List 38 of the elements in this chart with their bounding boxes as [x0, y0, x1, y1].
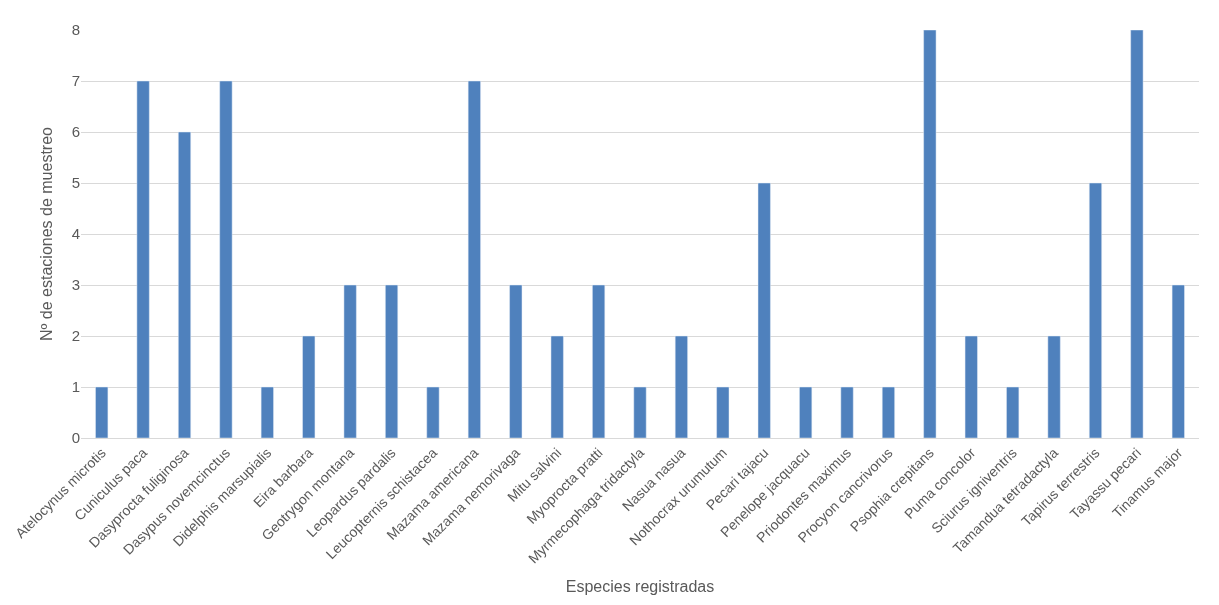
- x-axis-title: Especies registradas: [565, 578, 715, 596]
- bar: [178, 131, 191, 438]
- bar: [385, 284, 399, 438]
- y-tick-label: 2: [71, 327, 80, 345]
- bar: [674, 335, 688, 438]
- bar: [343, 284, 357, 438]
- bar: [757, 182, 771, 438]
- y-tick-label: 4: [71, 225, 80, 243]
- y-axis-title: Nº de estaciones de muestreo: [37, 126, 55, 341]
- bar: [840, 386, 854, 438]
- bar: [964, 335, 978, 438]
- y-tick-label: 7: [71, 72, 80, 90]
- bar: [716, 386, 730, 438]
- bar: [219, 80, 233, 438]
- bar: [1130, 30, 1144, 438]
- bar: [136, 80, 150, 438]
- bar: [923, 30, 937, 438]
- bar: [1089, 182, 1102, 438]
- bar: [509, 284, 523, 438]
- bar: [1171, 284, 1185, 438]
- y-tick-label: 6: [71, 123, 80, 141]
- bar: [592, 284, 606, 438]
- bar: [302, 335, 316, 438]
- bar: [881, 386, 895, 438]
- y-tick-label: 0: [71, 429, 80, 447]
- y-tick-label: 5: [71, 174, 80, 192]
- bar: [550, 335, 564, 438]
- bar: [426, 386, 440, 438]
- bar: [1047, 335, 1061, 438]
- y-tick-label: 1: [71, 378, 80, 396]
- bar: [95, 386, 109, 438]
- bar: [260, 386, 274, 438]
- bar: [467, 80, 481, 438]
- bar: [799, 386, 813, 438]
- y-tick-label: 8: [71, 21, 80, 39]
- bar: [1006, 386, 1020, 438]
- y-tick-label: 3: [71, 276, 80, 294]
- bar: [633, 386, 647, 438]
